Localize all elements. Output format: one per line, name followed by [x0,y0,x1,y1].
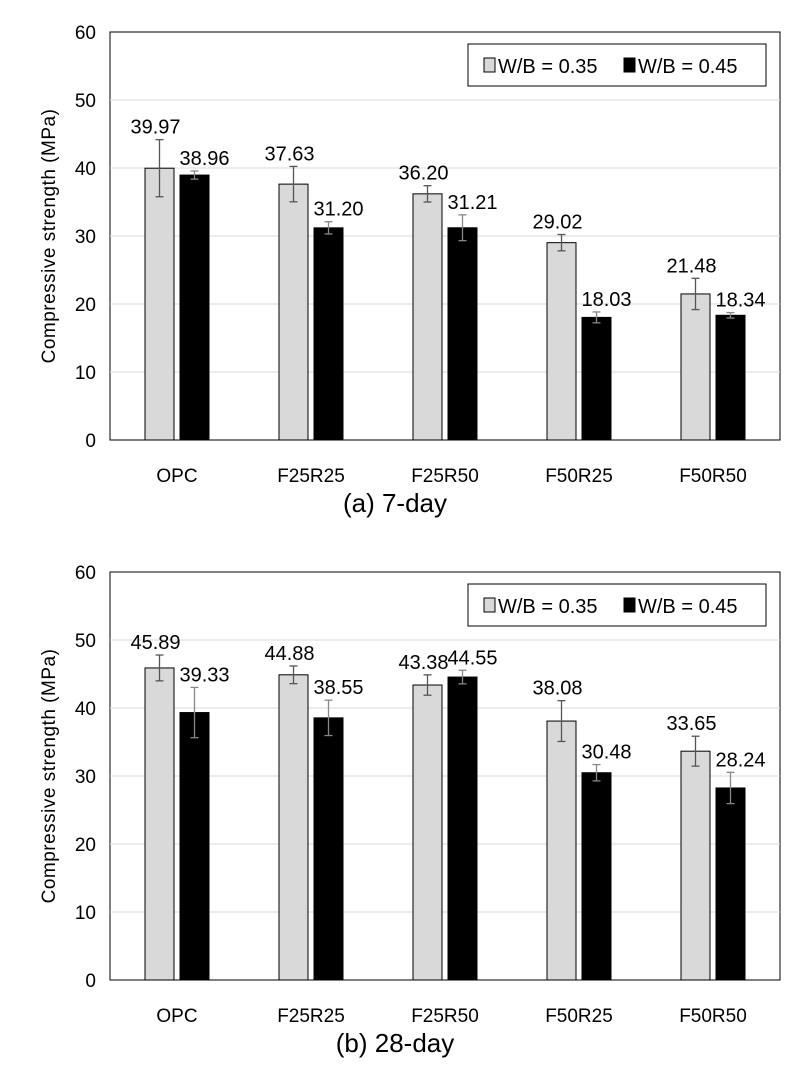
data-label: 44.88 [264,643,314,665]
data-label: 30.48 [581,742,631,764]
data-label: 21.48 [666,255,716,277]
y-tick-label: 20 [75,295,96,316]
data-label: 28.24 [715,749,765,771]
y-tick-label: 60 [75,23,96,44]
bar-series-1 [680,750,711,981]
x-tick-label: F50R25 [545,1006,613,1027]
x-tick-label: F50R50 [679,1006,747,1027]
y-axis-label: Compressive strength (MPa) [39,649,60,904]
legend [467,583,767,627]
legend [467,43,767,87]
bar-series-2 [313,717,344,981]
chart-caption: (b) 28-day [336,1028,455,1058]
y-tick-label: 40 [75,159,96,180]
data-label: 37.63 [264,143,314,165]
data-label: 43.38 [398,652,448,674]
y-tick-label: 10 [75,903,96,924]
legend-label-1: W/B = 0.35 [498,596,598,618]
data-label: 38.55 [313,677,363,699]
x-tick-label: F25R25 [277,466,345,487]
bar-series-1 [412,684,443,981]
bar-series-2 [715,787,746,981]
y-tick-label: 20 [75,835,96,856]
data-label: 36.20 [398,163,448,185]
bar-series-2 [447,676,478,981]
x-tick-label: OPC [156,1006,197,1027]
chart-7-day: 0 10 20 30 40 50 60 Compressive strength (MPa) O… [39,23,781,518]
chart-caption: (a) 7-day [343,488,447,518]
data-label: 39.33 [179,664,229,686]
data-label: 18.03 [581,289,631,311]
x-tick-label: F50R50 [679,466,747,487]
y-axis-label: Compressive strength (MPa) [39,109,60,364]
bar-series-2 [313,227,344,441]
bar-series-2 [447,227,478,441]
data-label: 44.55 [447,647,497,669]
bar-series-2 [715,314,746,441]
legend-swatch-1 [483,57,496,73]
y-tick-label: 30 [75,767,96,788]
bar-series-1 [144,667,175,981]
x-tick-label: F50R25 [545,466,613,487]
bar-series-1 [144,167,175,441]
legend-swatch-2 [623,57,636,73]
bar-series-2 [179,174,210,441]
bar-series-2 [581,316,612,441]
data-label: 29.02 [532,212,582,234]
bar-series-1 [680,293,711,441]
data-label: 33.65 [666,713,716,735]
bar-chart-28-day: 0 10 20 30 40 50 60 Compressive strength (MPa) O… [39,563,781,1058]
bar-series-1 [546,242,577,441]
data-label: 38.96 [179,148,229,170]
y-tick-label: 0 [85,431,96,452]
legend-swatch-2 [623,597,636,613]
legend-label-1: W/B = 0.35 [498,56,598,78]
bar-series-1 [546,720,577,981]
data-label: 31.21 [447,192,497,214]
bar-chart-7-day: 0 10 20 30 40 50 60 Compressive strength (MPa) O… [39,23,781,518]
x-tick-label: OPC [156,466,197,487]
data-label: 18.34 [715,290,765,312]
legend-swatch-1 [483,597,496,613]
data-label: 31.20 [313,199,363,221]
bar-series-1 [412,193,443,441]
y-tick-label: 60 [75,563,96,584]
y-tick-label: 40 [75,699,96,720]
x-tick-label: F25R50 [411,1006,479,1027]
data-label: 38.08 [532,678,582,700]
y-tick-label: 50 [75,91,96,112]
y-tick-label: 0 [85,971,96,992]
x-tick-label: F25R50 [411,466,479,487]
bar-series-1 [278,183,309,441]
bar-series-2 [179,712,210,981]
y-tick-label: 30 [75,227,96,248]
y-tick-label: 10 [75,363,96,384]
bar-series-2 [581,772,612,981]
bar-series-1 [278,674,309,981]
data-label: 45.89 [130,632,180,654]
y-tick-label: 50 [75,631,96,652]
legend-label-2: W/B = 0.45 [638,56,738,78]
x-tick-label: F25R25 [277,1006,345,1027]
data-label: 39.97 [130,117,180,139]
chart-28-day: 0 10 20 30 40 50 60 Compressive strength (MPa) O… [0,540,800,1080]
legend-label-2: W/B = 0.45 [638,596,738,618]
